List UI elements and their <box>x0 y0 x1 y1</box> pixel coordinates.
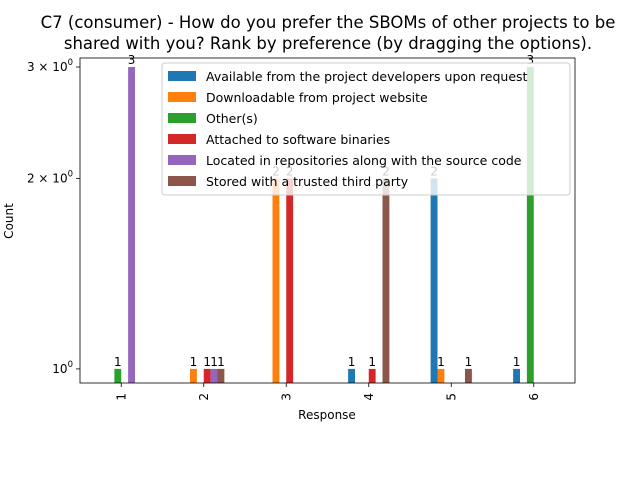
bar <box>114 368 122 383</box>
bar <box>465 368 472 383</box>
legend-box <box>161 62 571 196</box>
axis-ticks: 100 2 × 100 3 × 100 1 2 3 4 5 6 <box>27 58 541 401</box>
bar <box>430 178 438 383</box>
bar <box>203 368 211 383</box>
bar-value-label: 3 <box>526 53 534 67</box>
legend-swatch <box>168 176 196 186</box>
x-tick-label: 3 <box>279 393 293 401</box>
bar <box>190 368 197 383</box>
bar <box>286 178 294 383</box>
legend-swatch <box>168 92 196 102</box>
legend-swatch <box>168 113 196 123</box>
x-tick-label: 2 <box>197 393 211 401</box>
bar-value-label: 1 <box>114 355 122 369</box>
x-tick-label: 6 <box>527 393 541 401</box>
bar-value-label: 1 <box>465 355 473 369</box>
legend-label: Stored with a trusted third party <box>206 174 409 189</box>
bar-value-label: 1 <box>368 355 376 369</box>
legend-label: Downloadable from project website <box>206 90 428 105</box>
bar-value-label: 1 <box>190 355 198 369</box>
bar <box>513 368 520 383</box>
bar <box>272 178 280 383</box>
bar <box>128 67 135 384</box>
legend-swatch <box>168 155 196 165</box>
bar-value-label: 1 <box>348 355 356 369</box>
legend-label: Located in repositories along with the s… <box>206 153 522 168</box>
x-tick-label: 5 <box>444 393 458 401</box>
bar <box>368 368 376 383</box>
bar-value-label: 1 <box>203 355 211 369</box>
chart-title-line-2: shared with you? Rank by preference (by … <box>64 34 592 53</box>
bar-value-label: 1 <box>210 355 218 369</box>
legend-label: Available from the project developers up… <box>206 69 528 84</box>
bars <box>114 67 534 384</box>
chart-title-line-1: C7 (consumer) - How do you prefer the SB… <box>41 13 616 32</box>
legend-label: Other(s) <box>206 111 258 126</box>
legend: Available from the project developers up… <box>161 62 571 196</box>
bar <box>210 368 218 383</box>
legend-label: Attached to software binaries <box>206 132 390 147</box>
y-tick-label: 2 × 100 <box>27 169 73 185</box>
bar-value-label: 3 <box>128 53 136 67</box>
y-tick-label: 100 <box>52 360 73 376</box>
bar <box>382 178 390 383</box>
y-tick-label: 3 × 100 <box>27 58 73 74</box>
bar <box>437 368 445 383</box>
bar-value-label: 1 <box>437 355 445 369</box>
x-axis-label: Response <box>298 408 356 422</box>
x-tick-label: 4 <box>362 393 376 401</box>
bar-value-label: 1 <box>513 355 521 369</box>
plot-frame <box>79 57 576 384</box>
x-tick-label: 1 <box>114 393 128 401</box>
bar <box>217 368 225 383</box>
bar <box>526 67 534 384</box>
y-axis-label: Count <box>2 203 16 239</box>
bar <box>348 368 355 383</box>
legend-swatch <box>168 71 196 81</box>
legend-swatch <box>168 134 196 144</box>
bar-value-label: 1 <box>217 355 225 369</box>
